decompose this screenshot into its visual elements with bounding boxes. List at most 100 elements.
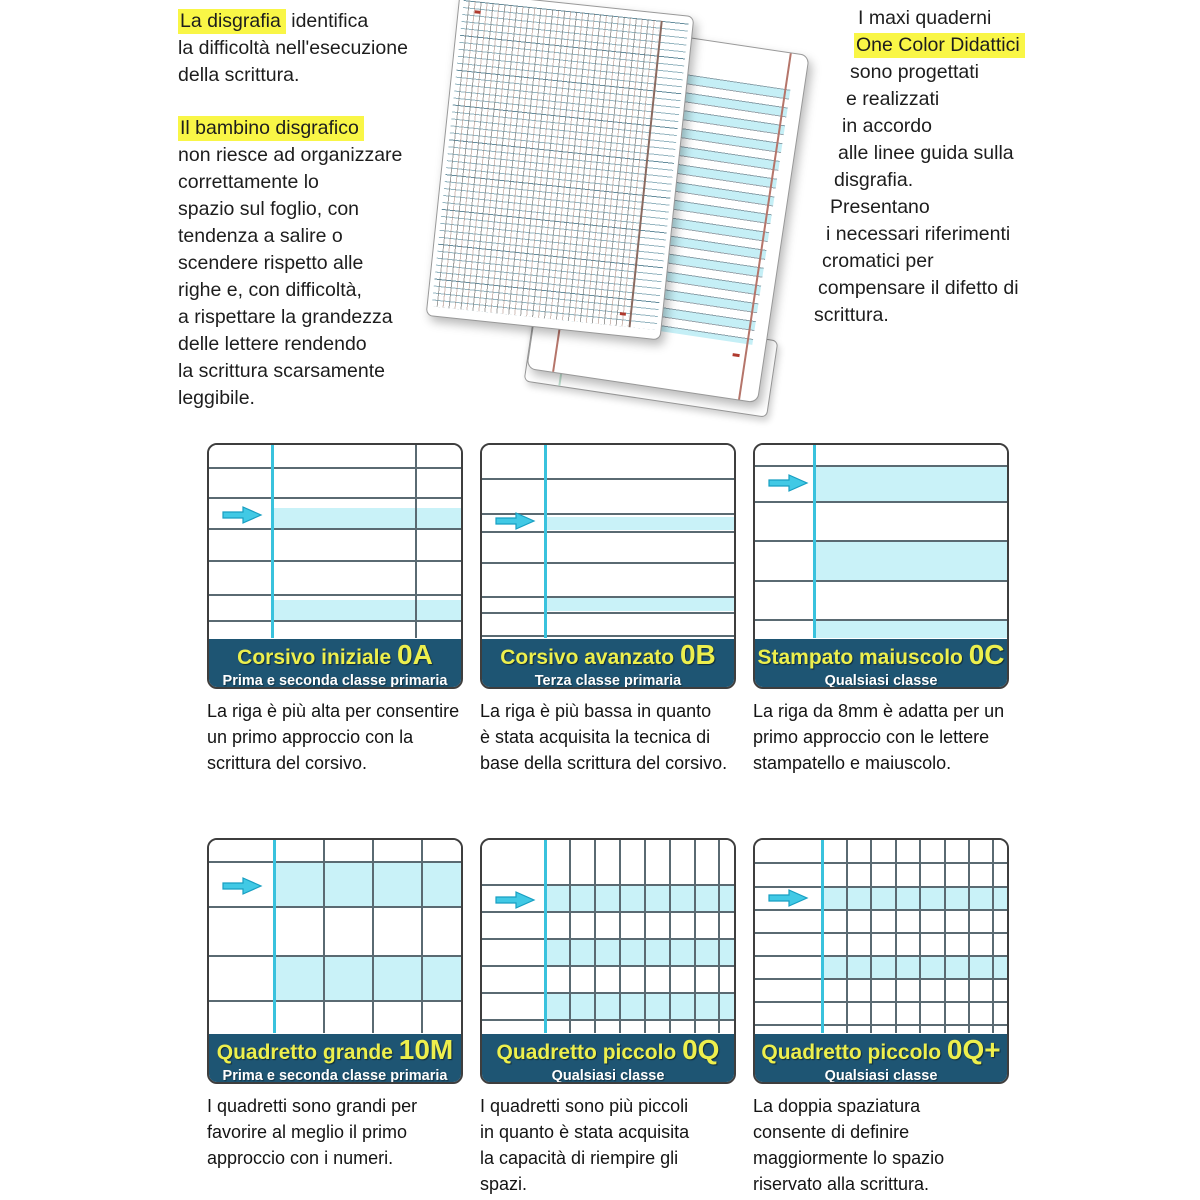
panel-banner: Quadretto piccolo 0Q Qualsiasi classe bbox=[482, 1034, 734, 1082]
text-segment: scrittura. bbox=[814, 304, 889, 326]
text-segment: sono progettati bbox=[850, 61, 980, 83]
text-segment: i necessari riferimenti bbox=[826, 223, 1011, 245]
panel-banner: Stampato maiuscolo 0C Qualsiasi classe bbox=[755, 639, 1007, 687]
rule-hline bbox=[482, 884, 734, 886]
panel-code: 0B bbox=[679, 639, 716, 670]
text-line: tendenza a salire o bbox=[178, 223, 408, 250]
text-segment: cromatici per bbox=[822, 250, 934, 272]
rule-hline bbox=[209, 955, 461, 957]
text-segment: identifica bbox=[285, 10, 369, 32]
panel-title: Quadretto piccolo bbox=[761, 1041, 942, 1064]
text-line: i necessari riferimenti bbox=[812, 221, 1025, 248]
text-line bbox=[178, 89, 408, 115]
panel-code: 0C bbox=[968, 639, 1005, 670]
text-line: non riesce ad organizzare bbox=[178, 142, 408, 169]
margin-vline bbox=[821, 840, 824, 1033]
text-line: a rispettare la grandezza bbox=[178, 304, 408, 331]
arrow-icon bbox=[767, 888, 809, 908]
grid-vertical-lines bbox=[436, 0, 660, 327]
panel-title-line: Quadretto piccolo 0Q bbox=[482, 1034, 734, 1068]
rule-vline bbox=[992, 840, 994, 1033]
text-segment: righe e, con difficoltà, bbox=[178, 279, 362, 301]
panel-title: Corsivo iniziale bbox=[237, 646, 392, 669]
rule-hline bbox=[755, 978, 1007, 980]
writing-band bbox=[544, 992, 734, 1019]
text-line: e realizzati bbox=[812, 86, 1025, 113]
notebook-grid-page bbox=[425, 0, 695, 341]
ruling-preview bbox=[482, 840, 734, 1033]
panel-code: 0A bbox=[397, 639, 433, 670]
margin-vline bbox=[273, 840, 276, 1033]
text-line: One Color Didattici bbox=[812, 32, 1025, 59]
text-line: righe e, con difficoltà, bbox=[178, 277, 408, 304]
panel-subtitle: Prima e seconda classe primaria bbox=[222, 673, 448, 689]
rule-hline bbox=[755, 932, 1007, 934]
text-segment: e realizzati bbox=[846, 88, 940, 110]
panel-title: Quadretto grande bbox=[216, 1041, 393, 1064]
intro-text-left: La disgrafia identifica la difficoltà nel… bbox=[178, 8, 408, 412]
ruling-panel: Stampato maiuscolo 0C Qualsiasi classe La … bbox=[753, 443, 1009, 838]
ruling-preview bbox=[209, 840, 461, 1033]
text-line: Il bambino disgrafico bbox=[178, 115, 408, 142]
panel-title-line: Quadretto piccolo 0Q+ bbox=[755, 1034, 1007, 1068]
panel-code: 0Q+ bbox=[946, 1034, 1001, 1065]
rule-hline bbox=[209, 594, 461, 596]
panel-description: I quadretti sono più piccoli in quanto è… bbox=[480, 1096, 690, 1194]
rule-hline bbox=[755, 909, 1007, 911]
rule-vline bbox=[644, 840, 646, 1033]
highlighted-text: Il bambino disgrafico bbox=[178, 116, 364, 141]
text-segment: alle linee guida sulla bbox=[838, 142, 1014, 164]
rule-hline bbox=[209, 467, 461, 469]
rule-vline bbox=[619, 840, 621, 1033]
text-segment: Presentano bbox=[830, 196, 930, 218]
ruling-panel: Quadretto grande 10M Prima e seconda clas… bbox=[207, 838, 463, 1197]
ruling-preview bbox=[209, 445, 461, 638]
ruling-panel: Corsivo avanzato 0B Terza classe primaria… bbox=[480, 443, 736, 838]
rule-vline bbox=[415, 445, 417, 638]
red-mark bbox=[619, 312, 627, 316]
rule-hline bbox=[482, 513, 734, 515]
rule-vline bbox=[895, 840, 897, 1033]
rule-hline bbox=[209, 560, 461, 562]
rule-hline bbox=[755, 465, 1007, 467]
panel-banner: Corsivo iniziale 0A Prima e seconda class… bbox=[209, 639, 461, 687]
text-segment: leggibile. bbox=[178, 387, 255, 409]
rule-vline bbox=[372, 840, 374, 1033]
text-segment: la scrittura scarsamente bbox=[178, 360, 385, 382]
rule-vline bbox=[919, 840, 921, 1033]
rule-hline bbox=[755, 862, 1007, 864]
panel-title: Corsivo avanzato bbox=[500, 646, 675, 669]
text-segment: I maxi quaderni bbox=[858, 7, 992, 29]
text-line: Presentano bbox=[812, 194, 1025, 221]
rule-hline bbox=[482, 992, 734, 994]
text-segment: spazio sul foglio, con bbox=[178, 198, 360, 220]
ruling-preview bbox=[755, 840, 1007, 1033]
rule-hline bbox=[482, 965, 734, 967]
panel-banner: Quadretto grande 10M Prima e seconda clas… bbox=[209, 1034, 461, 1082]
writing-band bbox=[544, 938, 734, 965]
text-segment: la difficoltà nell'esecuzione bbox=[178, 37, 408, 59]
text-line: La disgrafia identifica bbox=[178, 8, 408, 35]
rule-hline bbox=[209, 906, 461, 908]
writing-band bbox=[271, 508, 461, 528]
panel-title-line: Quadretto grande 10M bbox=[209, 1034, 461, 1068]
rule-hline bbox=[209, 861, 461, 863]
ruling-preview bbox=[755, 445, 1007, 638]
writing-band bbox=[821, 955, 1007, 978]
ruling-panel: Quadretto piccolo 0Q Qualsiasi classe I qu… bbox=[480, 838, 736, 1197]
rule-vline bbox=[718, 840, 720, 1033]
rule-hline bbox=[209, 1000, 461, 1002]
arrow-icon bbox=[767, 473, 809, 493]
writing-band bbox=[821, 886, 1007, 909]
rule-hline bbox=[482, 938, 734, 940]
intro-text-right: I maxi quaderni One Color Didattici sono p… bbox=[812, 5, 1025, 329]
rule-hline bbox=[209, 620, 461, 622]
ruling-sample-card: Quadretto piccolo 0Q Qualsiasi classe bbox=[480, 838, 736, 1084]
rule-vline bbox=[669, 840, 671, 1033]
ruling-preview bbox=[482, 445, 734, 638]
text-segment: scendere rispetto alle bbox=[178, 252, 364, 274]
ruling-panel: Quadretto piccolo 0Q+ Qualsiasi classe La … bbox=[753, 838, 1009, 1197]
rule-vline bbox=[569, 840, 571, 1033]
panel-title: Quadretto piccolo bbox=[496, 1041, 677, 1064]
panel-banner: Corsivo avanzato 0B Terza classe primaria bbox=[482, 639, 734, 687]
